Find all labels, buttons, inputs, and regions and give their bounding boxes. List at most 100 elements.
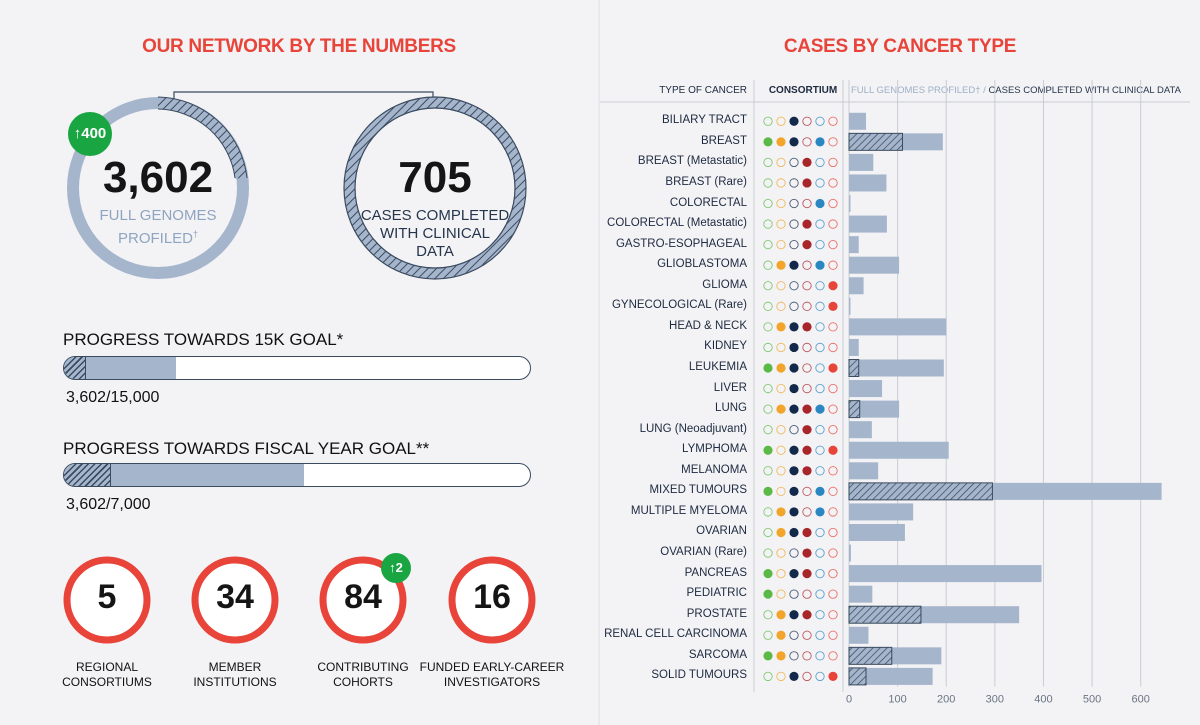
cancer-type-label: LUNG (Neoadjuvant): [639, 422, 747, 435]
consortium-dot-empty: [776, 466, 786, 476]
consortium-dot-empty: [828, 116, 838, 126]
bar-profiled: [849, 380, 883, 398]
consortium-dot-filled: [763, 569, 773, 579]
cancer-type-label: LUNG: [715, 402, 747, 415]
consortium-dot-filled: [802, 240, 812, 250]
stat-consortiums-value: 5: [97, 578, 117, 616]
consortium-dot-filled: [776, 137, 786, 147]
stat-cohorts-value: 84: [344, 578, 382, 616]
cancer-type-label: GLIOBLASTOMA: [657, 258, 747, 271]
stat-ring-institutions: [191, 556, 279, 644]
consortium-dot-empty: [828, 178, 838, 188]
consortium-dot-empty: [776, 486, 786, 497]
consortium-dot-empty: [763, 301, 773, 311]
consortium-dot-empty: [763, 239, 773, 250]
consortium-dot-empty: [776, 239, 786, 250]
consortium-dot-empty: [802, 486, 812, 497]
cancer-type-label: OVARIAN: [696, 525, 747, 538]
bar-profiled: [849, 153, 874, 171]
consortium-dot-filled: [828, 445, 838, 455]
clinical-label: CASES COMPLETED WITH CLINICAL DATA: [360, 207, 510, 260]
consortium-dot-filled: [789, 363, 799, 373]
consortium-dot-empty: [776, 445, 786, 455]
x-tick-label: 400: [1034, 694, 1052, 706]
bar-profiled: [849, 277, 864, 295]
chart-title: CASES BY CANCER TYPE: [783, 36, 1017, 57]
bar-profiled: [849, 215, 887, 233]
progress-fy-fill: [64, 464, 304, 486]
consortium-dot-filled: [789, 116, 799, 126]
consortium-dot-empty: [802, 651, 812, 661]
consortium-dot-empty: [763, 260, 773, 270]
consortium-dot-empty: [763, 342, 773, 353]
genomes-ring-segment: [157, 97, 247, 179]
consortium-dot-filled: [828, 281, 838, 291]
consortium-dot-filled: [789, 527, 799, 538]
consortium-dot-filled: [763, 445, 773, 455]
cancer-type-label: RENAL CELL CARCINOMA: [604, 628, 747, 641]
consortium-dot-empty: [763, 630, 773, 640]
consortium-dot-empty: [815, 157, 825, 168]
consortium-dot-empty: [815, 445, 825, 455]
consortium-dot-empty: [776, 301, 786, 311]
consortium-dot-empty: [802, 383, 812, 394]
legend-profiled: FULL GENOMES PROFILED†: [851, 85, 981, 96]
clinical-ring-outer: [343, 96, 527, 280]
col-type-header: TYPE OF CANCER: [659, 85, 747, 96]
consortium-dot-empty: [763, 178, 773, 188]
x-tick-label: 600: [1132, 694, 1150, 706]
bar-clinical: [848, 646, 893, 665]
consortium-dot-empty: [776, 178, 786, 188]
consortium-dot-empty: [776, 342, 786, 353]
consortium-dot-filled: [815, 198, 825, 209]
consortium-dot-empty: [815, 281, 825, 291]
legend-clinical: CASES COMPLETED WITH CLINICAL DATA: [988, 85, 1181, 96]
consortium-dot-empty: [828, 630, 838, 640]
bar-profiled: [849, 667, 933, 685]
cohorts-increase-badge: ↑2: [381, 553, 411, 583]
cancer-type-label: MIXED TUMOURS: [649, 484, 747, 497]
consortium-dot-empty: [763, 548, 773, 558]
consortium-dot-filled: [828, 671, 838, 682]
consortium-dot-filled: [776, 363, 786, 373]
cancer-type-label: BREAST (Metastatic): [637, 155, 747, 168]
cancer-type-label: PEDIATRIC: [686, 587, 748, 600]
progress-15k-label: PROGRESS TOWARDS 15K GOAL*: [63, 330, 344, 349]
consortium-dot-filled: [763, 589, 773, 599]
consortium-dot-empty: [763, 322, 773, 332]
consortium-dot-empty: [776, 157, 786, 168]
consortium-dot-empty: [828, 322, 838, 332]
cancer-type-label: BILIARY TRACT: [661, 114, 747, 127]
consortium-dot-empty: [828, 342, 838, 353]
panel-divider: [598, 0, 600, 725]
consortium-dot-empty: [828, 466, 838, 476]
chart-legend: FULL GENOMES PROFILED† / CASES COMPLETED…: [851, 85, 1181, 96]
consortium-dot-empty: [763, 610, 773, 620]
cancer-type-label: GYNECOLOGICAL (Rare): [611, 299, 747, 312]
progress-fy-clinical: [64, 464, 111, 486]
consortium-dot-empty: [776, 548, 786, 558]
consortium-dot-empty: [815, 322, 825, 332]
cancer-type-label: COLORECTAL (Metastatic): [607, 217, 747, 230]
cancer-type-label: GASTRO-ESOPHAGEAL: [615, 237, 747, 250]
consortium-dot-filled: [776, 507, 786, 517]
cancer-type-label: MULTIPLE MYELOMA: [630, 504, 747, 517]
x-tick-label: 300: [986, 694, 1004, 706]
col-consortium-header: CONSORTIUM: [768, 85, 838, 96]
consortium-dot-empty: [802, 137, 812, 147]
consortium-dot-filled: [815, 137, 825, 147]
cancer-type-label: GLIOMA: [702, 278, 747, 291]
consortium-dot-filled: [763, 363, 773, 373]
stat-rings: [63, 556, 536, 644]
consortium-dot-empty: [828, 198, 838, 209]
bar-profiled: [849, 441, 949, 459]
cancer-type-label: LEUKEMIA: [688, 361, 747, 373]
consortium-dot-empty: [763, 671, 773, 682]
x-tick-label: 0: [846, 694, 852, 706]
consortium-dot-empty: [789, 589, 799, 599]
progress-15k-bar: [63, 356, 531, 380]
stat-cohorts-label: CONTRIBUTING COHORTS: [317, 660, 409, 689]
consortium-dot-empty: [789, 219, 799, 229]
consortium-dot-empty: [776, 671, 786, 682]
clinical-value: 705: [398, 153, 472, 202]
